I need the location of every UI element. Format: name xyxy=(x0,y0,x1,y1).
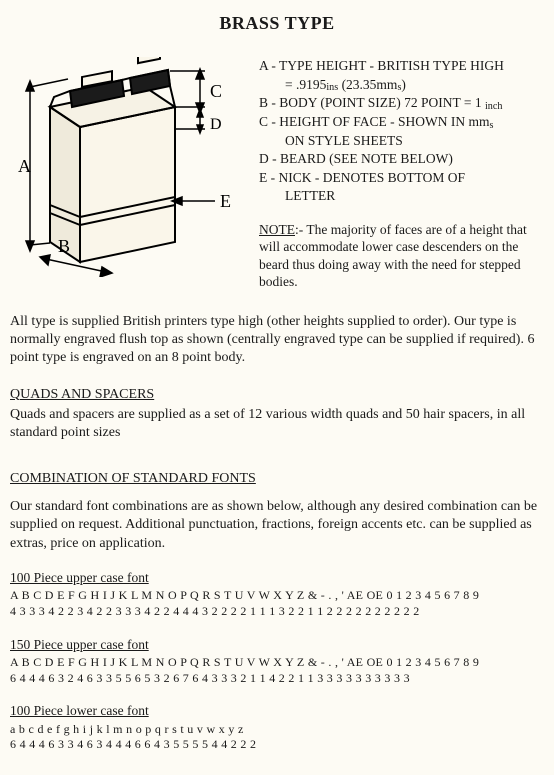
def-a-end: ) xyxy=(401,77,406,92)
page-title: BRASS TYPE xyxy=(10,12,544,35)
type-diagram: A B C D E xyxy=(10,57,245,277)
font-upper-100-counts: 4 3 3 3 4 2 2 3 4 2 2 3 3 3 4 2 2 4 4 4 … xyxy=(10,604,544,620)
def-d: D - BEARD (SEE NOTE BELOW) xyxy=(259,150,544,168)
def-b-prefix: B - xyxy=(259,95,279,110)
font-upper-150: 150 Piece upper case font A B C D E F G … xyxy=(10,636,544,687)
font-lower-100: 100 Piece lower case font a b c d e f g … xyxy=(10,702,544,753)
def-e-line2: LETTER xyxy=(259,187,544,205)
def-a-unit1: ins xyxy=(326,82,338,93)
heading-quads: QUADS AND SPACERS xyxy=(10,386,544,404)
font-lower-100-chars: a b c d e f g h i j k l m n o p q r s t … xyxy=(10,722,544,738)
top-section: A B C D E xyxy=(10,57,544,291)
font-lower-100-counts: 6 4 4 4 6 3 3 4 6 3 4 4 4 6 6 4 3 5 5 5 … xyxy=(10,737,544,753)
para-combo: Our standard font combinations are as sh… xyxy=(10,498,544,553)
font-upper-150-title: 150 Piece upper case font xyxy=(10,636,544,654)
def-a-mid: (23.35mm xyxy=(338,77,397,92)
def-a-line2: = .9195ins (23.35mms) xyxy=(259,76,544,94)
font-upper-150-counts: 6 4 4 4 6 3 2 4 6 3 3 5 5 6 5 3 2 6 7 6 … xyxy=(10,671,544,687)
diagram-label-c: C xyxy=(210,81,222,101)
definitions-block: A - TYPE HEIGHT - BRITISH TYPE HIGH = .9… xyxy=(259,57,544,291)
def-e-prefix: E - xyxy=(259,170,279,185)
def-e-text: NICK - DENOTES BOTTOM OF xyxy=(279,170,466,185)
def-a-unit2: s xyxy=(397,82,401,93)
diagram-label-b: B xyxy=(58,236,70,256)
def-e: E - NICK - DENOTES BOTTOM OF xyxy=(259,169,544,187)
def-b-unit: inch xyxy=(485,101,502,112)
def-d-prefix: D - xyxy=(259,151,280,166)
para-quads: Quads and spacers are supplied as a set … xyxy=(10,406,544,442)
font-upper-100: 100 Piece upper case font A B C D E F G … xyxy=(10,569,544,620)
note-block: NOTE:- The majority of faces are of a he… xyxy=(259,221,544,291)
def-c-line2: ON STYLE SHEETS xyxy=(259,132,544,150)
note-text: :- The majority of faces are of a height… xyxy=(259,222,527,290)
def-c-prefix: C - xyxy=(259,114,279,129)
def-b-text: BODY (POINT SIZE) 72 POINT = 1 xyxy=(279,95,485,110)
def-c-unit: s xyxy=(490,120,494,131)
diagram-label-a: A xyxy=(18,156,31,176)
note-label: NOTE xyxy=(259,222,295,237)
font-upper-100-chars: A B C D E F G H I J K L M N O P Q R S T … xyxy=(10,588,544,604)
def-a-prefix: A - xyxy=(259,58,279,73)
def-d-text: BEARD (SEE NOTE BELOW) xyxy=(280,151,453,166)
para-supply: All type is supplied British printers ty… xyxy=(10,313,544,368)
font-upper-150-chars: A B C D E F G H I J K L M N O P Q R S T … xyxy=(10,655,544,671)
font-upper-100-title: 100 Piece upper case font xyxy=(10,569,544,587)
font-lower-100-title: 100 Piece lower case font xyxy=(10,702,544,720)
diagram-label-d: D xyxy=(210,116,222,133)
def-b: B - BODY (POINT SIZE) 72 POINT = 1 inch xyxy=(259,94,544,112)
heading-combo: COMBINATION OF STANDARD FONTS xyxy=(10,470,544,488)
def-c-text: HEIGHT OF FACE - SHOWN IN mm xyxy=(279,114,489,129)
def-a: A - TYPE HEIGHT - BRITISH TYPE HIGH xyxy=(259,57,544,75)
def-a-text: TYPE HEIGHT - BRITISH TYPE HIGH xyxy=(279,58,504,73)
def-a-l2-prefix: = .9195 xyxy=(285,77,326,92)
diagram-label-e: E xyxy=(220,191,231,211)
def-c: C - HEIGHT OF FACE - SHOWN IN mms xyxy=(259,113,544,131)
